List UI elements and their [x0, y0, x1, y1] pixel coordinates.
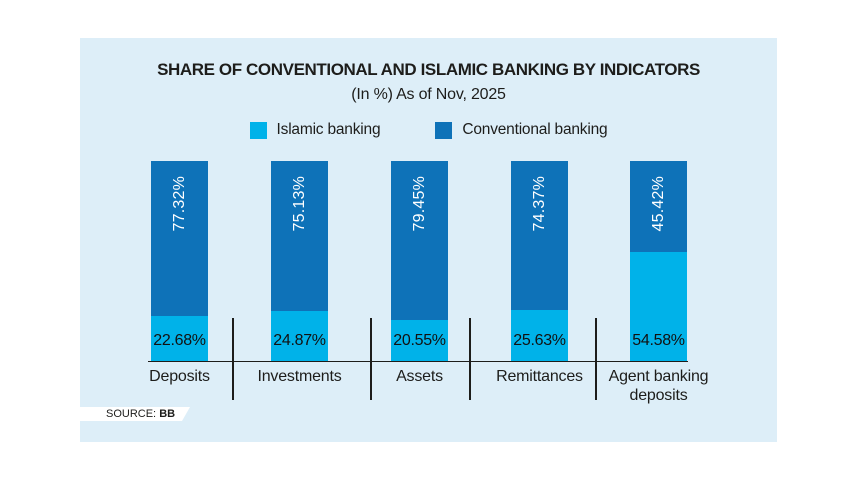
islamic-segment [271, 311, 328, 361]
category-label-assets: Assets [396, 368, 443, 385]
legend: Islamic banking Conventional banking [80, 121, 777, 139]
category-separator [232, 318, 234, 400]
plot-area: 77.32% 22.68% Deposits 75.13% 24.87% Investme… [148, 161, 709, 404]
islamic-segment [391, 320, 448, 361]
infographic-card: SHARE OF CONVENTIONAL AND ISLAMIC BANKIN… [80, 38, 777, 442]
conventional-segment [151, 161, 208, 316]
conventional-value-label-wrap: 75.13% [271, 174, 328, 234]
conventional-value-label: 79.45% [410, 176, 428, 232]
conventional-segment [511, 161, 568, 310]
category-label-remittances: Remittances [496, 368, 583, 385]
islamic-value-label: 22.68% [153, 332, 206, 349]
legend-label-islamic: Islamic banking [276, 121, 381, 138]
category-separator [469, 318, 471, 400]
bar-agent-banking-deposits: 45.42% 54.58% [630, 161, 687, 361]
conventional-segment [391, 161, 448, 320]
bar-assets: 79.45% 20.55% [391, 161, 448, 361]
islamic-segment [511, 310, 568, 361]
category-label-deposits: Deposits [149, 368, 210, 385]
islamic-segment [151, 316, 208, 361]
category-separator [370, 318, 372, 400]
conventional-segment [630, 161, 687, 252]
conventional-value-label-wrap: 45.42% [630, 174, 687, 234]
legend-label-conventional: Conventional banking [462, 121, 608, 138]
islamic-value-label: 24.87% [273, 332, 326, 349]
conventional-value-label-wrap: 79.45% [391, 174, 448, 234]
chart-subtitle: (In %) As of Nov, 2025 [351, 86, 506, 103]
bar-deposits: 77.32% 22.68% [151, 161, 208, 361]
legend-swatch-conventional [435, 121, 453, 139]
source-value: BB [159, 408, 176, 420]
islamic-value-label: 54.58% [632, 332, 685, 349]
category-separator [595, 318, 597, 400]
legend-item-conventional: Conventional banking [435, 121, 608, 139]
islamic-value-label: 20.55% [393, 332, 446, 349]
conventional-value-label: 45.42% [649, 176, 667, 232]
conventional-value-label: 74.37% [530, 176, 548, 232]
category-label-investments: Investments [257, 368, 342, 385]
islamic-segment [630, 252, 687, 361]
islamic-value-label: 25.63% [513, 332, 566, 349]
bar-remittances: 74.37% 25.63% [511, 161, 568, 361]
conventional-value-label: 77.32% [170, 176, 188, 232]
bar-investments: 75.13% 24.87% [271, 161, 328, 361]
source-label: SOURCE: [106, 408, 157, 420]
source-text: SOURCE: BB [106, 408, 175, 420]
legend-item-islamic: Islamic banking [249, 121, 381, 139]
source-badge: SOURCE: BB [72, 407, 190, 421]
chart-title: SHARE OF CONVENTIONAL AND ISLAMIC BANKIN… [157, 60, 700, 79]
conventional-segment [271, 161, 328, 311]
legend-swatch-islamic [249, 121, 267, 139]
conventional-value-label-wrap: 77.32% [151, 174, 208, 234]
conventional-value-label: 75.13% [290, 176, 308, 232]
category-label-agent-banking-deposits: Agent banking deposits [608, 368, 709, 404]
conventional-value-label-wrap: 74.37% [511, 174, 568, 234]
